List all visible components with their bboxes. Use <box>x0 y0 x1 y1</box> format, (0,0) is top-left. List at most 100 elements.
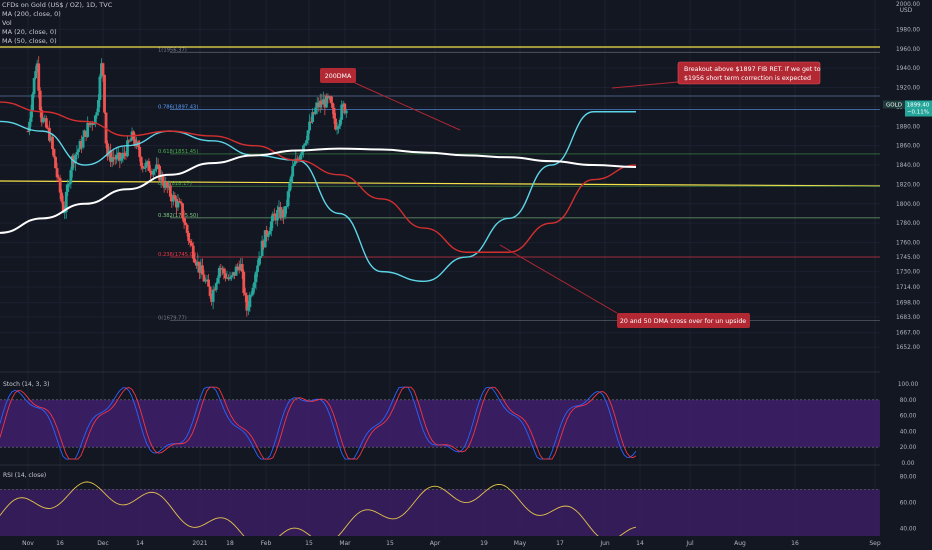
indicator-ma200[interactable]: MA (200, close, 0) <box>2 10 61 18</box>
candle-body <box>340 104 344 120</box>
horizontal-lines[interactable] <box>0 46 881 187</box>
candle-body <box>86 122 90 137</box>
candle-body <box>199 265 203 273</box>
cross-callout[interactable] <box>617 313 750 328</box>
candle-body <box>309 121 313 123</box>
candle-body <box>185 224 189 233</box>
price-axis-label: 1683.00 <box>896 315 920 321</box>
price-tag-bg[interactable] <box>905 100 932 117</box>
candle-body <box>144 162 148 168</box>
candle-body <box>175 199 178 208</box>
candle-body <box>201 265 204 275</box>
candle-body <box>294 158 298 164</box>
dma200-pointer <box>354 82 461 131</box>
candle-body <box>115 154 119 160</box>
candle-body <box>165 182 169 188</box>
candle-body <box>243 293 247 296</box>
candle-body <box>211 289 215 302</box>
candle-body <box>311 112 315 123</box>
candle-body <box>334 118 337 130</box>
candle-body <box>98 76 102 101</box>
candle-body <box>41 119 45 123</box>
candle-body <box>34 71 38 79</box>
candle-body <box>225 277 229 279</box>
candle-body <box>300 151 304 156</box>
candle-body <box>133 139 137 147</box>
candle-body <box>75 152 79 155</box>
breakout-callout[interactable] <box>677 61 821 85</box>
candle-body <box>162 183 166 188</box>
candle-body <box>150 172 154 175</box>
candle-body <box>314 107 318 114</box>
candle-body <box>280 209 284 218</box>
stoch-pane: Stoch (14, 3, 3) <box>0 381 880 460</box>
candle-body <box>173 195 177 200</box>
candle-body <box>32 78 36 95</box>
candle-body <box>223 273 227 279</box>
annotations[interactable]: Breakout above $1897 FIB RET. If we get … <box>320 61 821 328</box>
candle-body <box>57 177 61 179</box>
candle-body <box>164 182 168 188</box>
cross-pointer <box>499 244 618 314</box>
candle-body <box>197 261 201 273</box>
ma200-line <box>0 147 637 234</box>
dma200-callout[interactable] <box>320 68 356 83</box>
time-axis-label: Dec <box>97 540 109 547</box>
indicator-ma50[interactable]: MA (50, close, 0) <box>2 37 57 45</box>
candle-body <box>246 307 250 311</box>
candle-body <box>48 127 51 141</box>
candle-body <box>220 268 224 270</box>
breakout-text-line2: $1956 short term correction is expected <box>684 75 811 82</box>
fib-retracement[interactable]: 1(1956.37) 0.786(1897.43) 0.618(1851.45) 0.… <box>158 47 880 321</box>
candle-body <box>285 206 289 208</box>
indicator-ma20[interactable]: MA (20, close, 0) <box>2 28 57 36</box>
time-axis-label: Apr <box>430 540 441 547</box>
candle-body <box>54 156 57 169</box>
candle-body <box>37 63 41 91</box>
candle-body <box>179 201 183 204</box>
candle-body <box>26 131 30 133</box>
price-axis-label: 1760.00 <box>896 241 920 247</box>
support-line[interactable] <box>0 180 881 187</box>
stoch-band <box>0 399 880 448</box>
candle-body <box>181 203 184 219</box>
ma50-line <box>0 101 637 253</box>
stoch-k-line <box>0 386 637 460</box>
price-axis[interactable]: 2000.00USD1980.001960.001940.001920.0019… <box>880 0 932 550</box>
candle-body <box>344 110 348 114</box>
candle-body <box>80 141 83 148</box>
symbol-title[interactable]: CFDs on Gold (US$ / OZ), 1D, TVC <box>2 1 113 9</box>
candle-body <box>129 140 132 142</box>
time-axis-label: Aug <box>734 540 746 547</box>
time-axis[interactable]: Nov 16 Dec 14 2021 18 Feb 15 Mar 15 Apr 19 May 17 Jun 1… <box>0 536 932 550</box>
indicator-vol[interactable]: Vol <box>2 19 12 27</box>
candle-body <box>253 282 256 288</box>
candle-body <box>110 157 114 162</box>
candle-body <box>182 218 186 223</box>
candle-body <box>106 143 109 157</box>
candle-body <box>236 266 240 268</box>
candle-body <box>207 279 210 287</box>
rsi-title: RSI (14, close) <box>3 472 46 479</box>
stoch-axis-label: 80.00 <box>900 398 917 404</box>
fib-level-label: 0.786(1897.43) <box>158 104 198 110</box>
price-axis-label: 1714.00 <box>896 285 920 291</box>
candle-body <box>254 272 258 283</box>
candle-body <box>233 272 236 276</box>
time-axis-label: 14 <box>136 540 144 547</box>
candle-body <box>63 212 67 214</box>
candle-body <box>109 150 113 162</box>
stoch-axis-label: 20.00 <box>900 445 917 451</box>
candle-body <box>315 102 319 108</box>
candle-body <box>60 192 64 202</box>
candle-body <box>40 110 44 123</box>
time-axis-bg <box>0 536 932 550</box>
candle-body <box>149 170 152 173</box>
candle-body <box>141 166 145 169</box>
candle-body <box>138 146 142 158</box>
time-axis-label: Sep <box>869 540 881 547</box>
candle-body <box>268 230 272 235</box>
candle-body <box>217 267 221 278</box>
fib-level-label: 0.382(1785.50) <box>158 213 198 219</box>
